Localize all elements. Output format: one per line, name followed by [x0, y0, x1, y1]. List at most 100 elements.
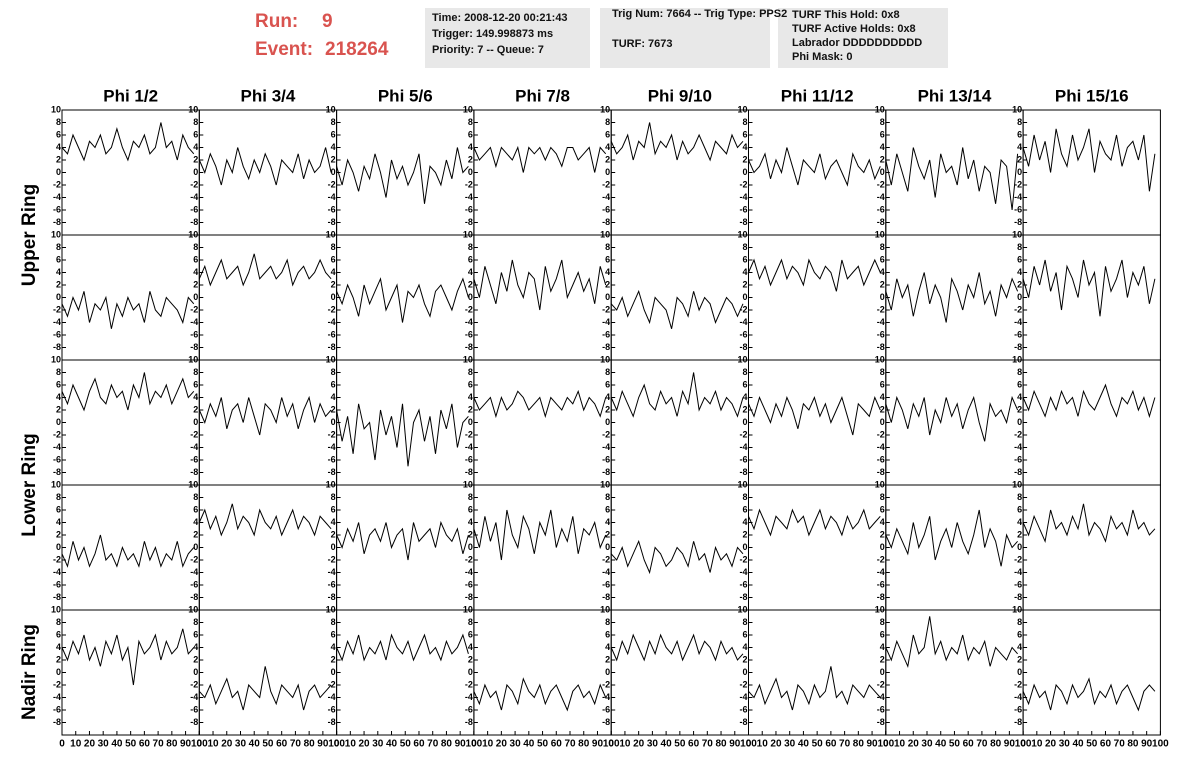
y-tick-label: 10	[463, 604, 473, 614]
y-tick-label: 10	[51, 354, 61, 364]
y-tick-label: 6	[193, 379, 198, 389]
y-tick-label: -8	[739, 342, 747, 352]
info-line: Time: 2008-12-20 00:21:43	[432, 12, 568, 24]
y-tick-label: 0	[880, 417, 885, 427]
x-tick-label: 10	[70, 739, 82, 750]
y-tick-label: 4	[880, 142, 885, 152]
y-tick-label: 6	[56, 129, 61, 139]
x-tick-label: 30	[235, 739, 247, 750]
y-tick-label: -4	[190, 567, 198, 577]
y-tick-label: 2	[56, 529, 61, 539]
y-tick-label: -2	[602, 179, 610, 189]
x-tick-label: 50	[537, 739, 549, 750]
y-tick-label: 2	[605, 529, 610, 539]
panel-frame	[610, 234, 750, 361]
waveform	[198, 253, 332, 287]
panel-frame	[198, 484, 338, 611]
y-tick-label: 4	[1017, 267, 1022, 277]
y-tick-label: -8	[877, 717, 885, 727]
x-tick-label: 90	[180, 739, 192, 750]
y-tick-label: -8	[602, 717, 610, 727]
y-tick-label: 6	[605, 629, 610, 639]
x-tick-label: 80	[304, 739, 316, 750]
x-tick-label: 0	[197, 739, 203, 750]
info-box	[425, 8, 590, 68]
x-tick-label: 70	[839, 739, 851, 750]
y-tick-label: 6	[468, 129, 473, 139]
y-tick-label: -2	[739, 179, 747, 189]
y-tick-label: -6	[465, 204, 473, 214]
y-tick-label: 0	[605, 417, 610, 427]
y-tick-label: 10	[737, 229, 747, 239]
y-tick-label: 2	[331, 529, 336, 539]
y-tick-label: 4	[331, 642, 336, 652]
y-tick-label: -2	[53, 179, 61, 189]
x-tick-label: 100	[191, 739, 208, 750]
y-tick-label: 10	[326, 354, 336, 364]
waveform	[198, 147, 332, 186]
x-tick-label: 100	[603, 739, 620, 750]
y-tick-label: -8	[190, 467, 198, 477]
y-tick-label: 0	[193, 167, 198, 177]
y-tick-label: 10	[326, 229, 336, 239]
y-tick-label: -4	[877, 567, 885, 577]
y-tick-label: 10	[188, 354, 198, 364]
y-tick-label: -2	[1014, 429, 1022, 439]
y-tick-label: 8	[605, 367, 610, 377]
waveform	[336, 520, 469, 561]
y-tick-label: 0	[193, 542, 198, 552]
y-tick-label: 0	[56, 542, 61, 552]
y-tick-label: 2	[742, 529, 747, 539]
ring-label: Nadir Ring	[19, 624, 40, 720]
y-tick-label: -6	[602, 704, 610, 714]
y-tick-label: -8	[877, 467, 885, 477]
y-tick-label: 8	[1017, 367, 1022, 377]
y-tick-label: -4	[877, 192, 885, 202]
y-tick-label: 0	[468, 167, 473, 177]
y-tick-label: 2	[468, 404, 473, 414]
x-tick-label: 60	[825, 739, 837, 750]
y-tick-label: 4	[331, 142, 336, 152]
x-tick-label: 40	[1072, 739, 1084, 750]
waveform	[198, 503, 332, 537]
y-tick-label: -6	[1014, 329, 1022, 339]
y-tick-label: 10	[188, 104, 198, 114]
x-tick-label: 20	[1045, 739, 1057, 750]
x-tick-label: 70	[153, 739, 165, 750]
panel-frame	[610, 484, 750, 611]
waveform	[336, 403, 469, 467]
y-tick-label: 10	[51, 479, 61, 489]
y-tick-label: 2	[880, 529, 885, 539]
y-tick-label: -4	[1014, 317, 1022, 327]
y-tick-label: 4	[468, 642, 473, 652]
y-tick-label: 4	[605, 392, 610, 402]
y-tick-label: 8	[880, 617, 885, 627]
y-tick-label: 4	[193, 517, 198, 527]
y-tick-label: -6	[1014, 704, 1022, 714]
y-tick-label: -8	[739, 592, 747, 602]
x-tick-label: 80	[715, 739, 727, 750]
y-tick-label: 4	[1017, 517, 1022, 527]
x-tick-label: 60	[1100, 739, 1112, 750]
waveform	[473, 145, 607, 173]
y-tick-label: 6	[880, 254, 885, 264]
y-tick-label: 4	[56, 267, 61, 277]
waveform	[61, 372, 195, 412]
x-tick-label: 40	[661, 739, 673, 750]
y-tick-label: 4	[605, 517, 610, 527]
y-tick-label: 8	[605, 617, 610, 627]
x-tick-label: 0	[59, 739, 65, 750]
x-tick-label: 60	[139, 739, 151, 750]
info-line: TURF Active Holds: 0x8	[792, 23, 916, 35]
y-tick-label: 2	[331, 654, 336, 664]
x-tick-label: 30	[98, 739, 110, 750]
waveform	[473, 389, 607, 419]
y-tick-label: -8	[739, 217, 747, 227]
y-tick-label: -8	[877, 592, 885, 602]
y-tick-label: 6	[880, 504, 885, 514]
y-tick-label: -4	[53, 192, 61, 202]
y-tick-label: 8	[880, 242, 885, 252]
y-tick-label: 0	[193, 417, 198, 427]
y-tick-label: -2	[328, 429, 336, 439]
column-title: Phi 9/10	[648, 86, 712, 105]
